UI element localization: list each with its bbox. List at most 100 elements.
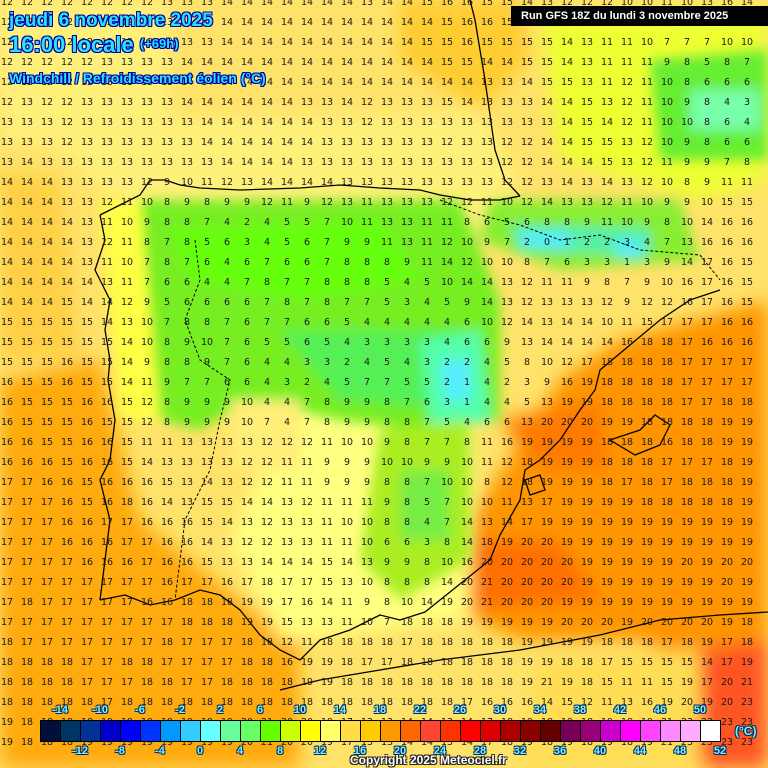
grid-value: 18 bbox=[600, 357, 614, 368]
grid-value: 14 bbox=[240, 17, 254, 28]
grid-value: 17 bbox=[220, 637, 234, 648]
grid-value: 13 bbox=[140, 137, 154, 148]
grid-value: 14 bbox=[420, 57, 434, 68]
grid-value: 13 bbox=[480, 137, 494, 148]
legend-swatch bbox=[341, 721, 361, 741]
grid-value: 17 bbox=[80, 677, 94, 688]
grid-value: 19 bbox=[740, 417, 754, 428]
grid-value: 6 bbox=[723, 77, 731, 88]
grid-value: 11 bbox=[280, 457, 294, 468]
grid-value: 20 bbox=[580, 417, 594, 428]
grid-value: 13 bbox=[220, 477, 234, 488]
grid-value: 15 bbox=[560, 697, 574, 708]
grid-value: 14 bbox=[220, 117, 234, 128]
grid-value: 7 bbox=[183, 257, 191, 268]
grid-value: 11 bbox=[420, 217, 434, 228]
grid-value: 8 bbox=[403, 497, 411, 508]
grid-value: 13 bbox=[100, 157, 114, 168]
legend-label-top: 30 bbox=[493, 704, 507, 716]
grid-value: 7 bbox=[743, 57, 751, 68]
grid-value: 11 bbox=[620, 677, 634, 688]
grid-value: 8 bbox=[423, 577, 431, 588]
legend-label-top: 50 bbox=[693, 704, 707, 716]
grid-value: 12 bbox=[0, 97, 14, 108]
grid-value: 18 bbox=[20, 737, 34, 748]
grid-value: 16 bbox=[40, 457, 54, 468]
grid-value: 14 bbox=[260, 497, 274, 508]
grid-value: 4 bbox=[403, 357, 411, 368]
grid-value: 18 bbox=[680, 417, 694, 428]
grid-value: 13 bbox=[280, 497, 294, 508]
grid-value: 9 bbox=[343, 477, 351, 488]
grid-value: 12 bbox=[600, 197, 614, 208]
grid-value: 11 bbox=[740, 177, 754, 188]
grid-value: 18 bbox=[640, 377, 654, 388]
grid-value: 17 bbox=[120, 677, 134, 688]
grid-value: 17 bbox=[0, 537, 14, 548]
grid-value: 7 bbox=[303, 297, 311, 308]
grid-value: 3 bbox=[403, 297, 411, 308]
grid-value: 10 bbox=[540, 357, 554, 368]
grid-value: 13 bbox=[360, 177, 374, 188]
grid-value: 6 bbox=[243, 317, 251, 328]
grid-value: 20 bbox=[540, 597, 554, 608]
grid-value: 14 bbox=[120, 337, 134, 348]
grid-value: 15 bbox=[320, 557, 334, 568]
grid-value: 8 bbox=[383, 417, 391, 428]
grid-value: 12 bbox=[40, 37, 54, 48]
grid-value: 13 bbox=[340, 197, 354, 208]
grid-value: 10 bbox=[600, 317, 614, 328]
grid-value: 14 bbox=[380, 77, 394, 88]
grid-value: 14 bbox=[260, 17, 274, 28]
grid-value: 14 bbox=[220, 77, 234, 88]
grid-value: 12 bbox=[140, 397, 154, 408]
grid-value: 20 bbox=[720, 557, 734, 568]
grid-value: 4 bbox=[283, 417, 291, 428]
grid-value: 20 bbox=[700, 617, 714, 628]
grid-value: 3 bbox=[443, 397, 451, 408]
grid-value: 11 bbox=[140, 377, 154, 388]
grid-value: 17 bbox=[20, 497, 34, 508]
grid-value: 10 bbox=[660, 117, 674, 128]
grid-value: 12 bbox=[40, 0, 54, 8]
grid-value: 18 bbox=[40, 737, 54, 748]
grid-value: 14 bbox=[220, 17, 234, 28]
grid-value: 16 bbox=[80, 457, 94, 468]
grid-value: 7 bbox=[183, 377, 191, 388]
grid-value: 4 bbox=[363, 357, 371, 368]
grid-value: 15 bbox=[540, 37, 554, 48]
grid-value: 20 bbox=[720, 677, 734, 688]
grid-value: 14 bbox=[60, 217, 74, 228]
grid-value: 10 bbox=[460, 497, 474, 508]
grid-value: 9 bbox=[343, 417, 351, 428]
grid-value: 12 bbox=[500, 457, 514, 468]
grid-value: 10 bbox=[360, 617, 374, 628]
grid-value: 10 bbox=[660, 277, 674, 288]
grid-value: 12 bbox=[60, 77, 74, 88]
grid-value: 14 bbox=[280, 57, 294, 68]
grid-value: 13 bbox=[0, 137, 14, 148]
grid-value: 18 bbox=[500, 737, 514, 748]
grid-value: 18 bbox=[740, 397, 754, 408]
grid-value: 3 bbox=[423, 537, 431, 548]
grid-value: 16 bbox=[140, 517, 154, 528]
grid-value: 6 bbox=[743, 77, 751, 88]
grid-value: 16 bbox=[0, 457, 14, 468]
grid-value: 14 bbox=[0, 217, 14, 228]
grid-value: 20 bbox=[500, 597, 514, 608]
grid-value: 20 bbox=[720, 577, 734, 588]
grid-value: 12 bbox=[100, 237, 114, 248]
grid-value: 15 bbox=[120, 417, 134, 428]
grid-value: 19 bbox=[0, 717, 14, 728]
grid-value: 16 bbox=[140, 497, 154, 508]
grid-value: 12 bbox=[640, 297, 654, 308]
legend-swatch bbox=[281, 721, 301, 741]
grid-value: 8 bbox=[163, 337, 171, 348]
grid-value: 5 bbox=[283, 217, 291, 228]
grid-value: 10 bbox=[640, 37, 654, 48]
grid-value: 9 bbox=[183, 397, 191, 408]
grid-value: 14 bbox=[560, 97, 574, 108]
legend-swatch bbox=[681, 721, 701, 741]
grid-value: 10 bbox=[680, 0, 694, 8]
grid-value: 14 bbox=[300, 177, 314, 188]
